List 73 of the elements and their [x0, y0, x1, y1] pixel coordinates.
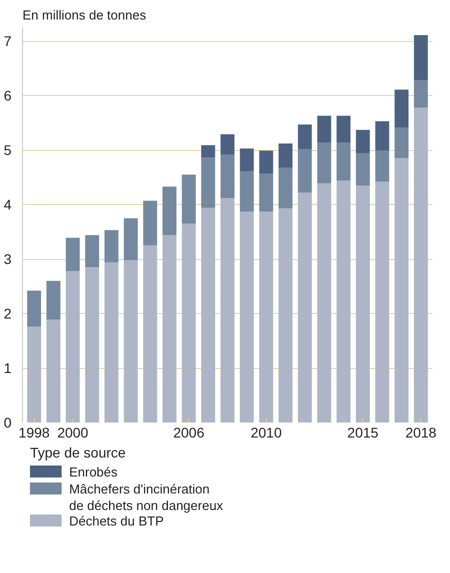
x-tick-label: 2018 [405, 424, 437, 440]
bar [336, 142, 350, 181]
bar [27, 290, 42, 327]
bar [336, 180, 350, 422]
bar [259, 212, 274, 422]
bar [46, 280, 60, 320]
bar [336, 116, 350, 142]
y-axis-title: En millions de tonnes [22, 8, 147, 22]
bar [317, 116, 332, 142]
bar [356, 130, 370, 154]
bar [220, 198, 234, 422]
bar [394, 158, 409, 422]
bar [220, 154, 234, 198]
bar [240, 171, 254, 212]
bar [104, 230, 118, 262]
y-tick-label: 4 [4, 196, 12, 213]
x-tick-label: 1998 [18, 424, 50, 440]
bar [278, 168, 292, 208]
legend-label: Déchets du BTP [69, 514, 164, 528]
bar [124, 260, 138, 422]
y-tick-label: 2 [4, 306, 12, 322]
bar [298, 148, 312, 193]
bar [414, 108, 428, 422]
bar [317, 183, 332, 422]
bar [104, 262, 118, 422]
bar [124, 218, 138, 260]
bar [240, 148, 254, 172]
bar [298, 124, 312, 149]
x-tick-label: 2006 [173, 424, 205, 440]
bar [162, 186, 176, 236]
y-tick-label: 3 [4, 251, 12, 268]
bar [375, 182, 390, 422]
bar [278, 144, 292, 168]
bar [375, 150, 390, 182]
y-tick-label: 0 [4, 414, 12, 430]
bar [240, 212, 254, 422]
legend-label: Mâchefers d'incinération de déchets non dangereux [69, 482, 224, 513]
bar [143, 245, 158, 422]
x-tick-label: 2015 [347, 424, 379, 440]
bar [298, 192, 312, 422]
bar [317, 142, 332, 184]
x-tick-label: 2000 [57, 424, 89, 440]
bar [85, 235, 100, 268]
bar [259, 174, 274, 212]
bar [414, 80, 428, 108]
bar [201, 145, 216, 158]
legend-label: Enrobés [69, 464, 118, 480]
bar [394, 128, 409, 158]
bar [220, 134, 234, 154]
bar [394, 90, 409, 128]
bar [143, 200, 158, 246]
bar [66, 271, 80, 422]
bar [201, 158, 216, 208]
bar [27, 326, 42, 422]
x-tick-label: 2010 [250, 424, 282, 440]
y-tick-label: 6 [4, 88, 12, 104]
bar [182, 224, 196, 422]
y-tick-label: 7 [4, 33, 12, 50]
bar [259, 150, 274, 174]
y-tick-label: 5 [4, 142, 12, 158]
bar [356, 153, 370, 186]
bar [66, 238, 80, 272]
bar [85, 267, 100, 422]
bar [356, 186, 370, 422]
bar [182, 174, 196, 224]
bar [278, 208, 292, 422]
y-tick-label: 1 [4, 360, 12, 376]
legend-title: Type de source [30, 444, 126, 460]
bar [201, 208, 216, 422]
bar [46, 320, 60, 422]
bar [414, 35, 428, 80]
bar [375, 121, 390, 151]
bar [162, 235, 176, 422]
